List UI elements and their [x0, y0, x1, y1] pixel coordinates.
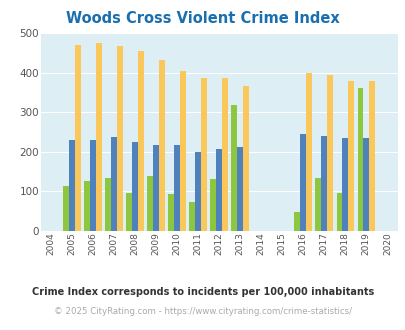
Bar [168, 194, 174, 231]
Bar [200, 78, 207, 231]
Bar [210, 179, 216, 231]
Bar [105, 178, 111, 231]
Bar [216, 148, 222, 231]
Bar [357, 88, 362, 231]
Bar [300, 134, 305, 231]
Bar [63, 186, 69, 231]
Text: © 2025 CityRating.com - https://www.cityrating.com/crime-statistics/: © 2025 CityRating.com - https://www.city… [54, 307, 351, 316]
Bar [132, 142, 138, 231]
Bar [153, 146, 159, 231]
Bar [362, 138, 369, 231]
Bar [347, 81, 353, 231]
Bar [243, 86, 249, 231]
Bar [69, 140, 75, 231]
Bar [180, 71, 185, 231]
Text: Crime Index corresponds to incidents per 100,000 inhabitants: Crime Index corresponds to incidents per… [32, 287, 373, 297]
Bar [326, 75, 333, 231]
Bar [321, 136, 326, 231]
Bar [294, 213, 300, 231]
Bar [96, 43, 102, 231]
Bar [222, 78, 228, 231]
Bar [174, 146, 180, 231]
Bar [90, 140, 96, 231]
Bar [369, 81, 374, 231]
Bar [159, 60, 164, 231]
Bar [189, 203, 195, 231]
Bar [336, 193, 341, 231]
Bar [147, 176, 153, 231]
Text: Woods Cross Violent Crime Index: Woods Cross Violent Crime Index [66, 11, 339, 26]
Bar [237, 148, 243, 231]
Bar [117, 46, 123, 231]
Bar [231, 105, 237, 231]
Bar [315, 178, 321, 231]
Bar [341, 138, 347, 231]
Bar [111, 137, 117, 231]
Bar [138, 51, 144, 231]
Bar [84, 181, 90, 231]
Bar [126, 193, 132, 231]
Bar [305, 73, 311, 231]
Bar [75, 45, 81, 231]
Bar [195, 152, 200, 231]
